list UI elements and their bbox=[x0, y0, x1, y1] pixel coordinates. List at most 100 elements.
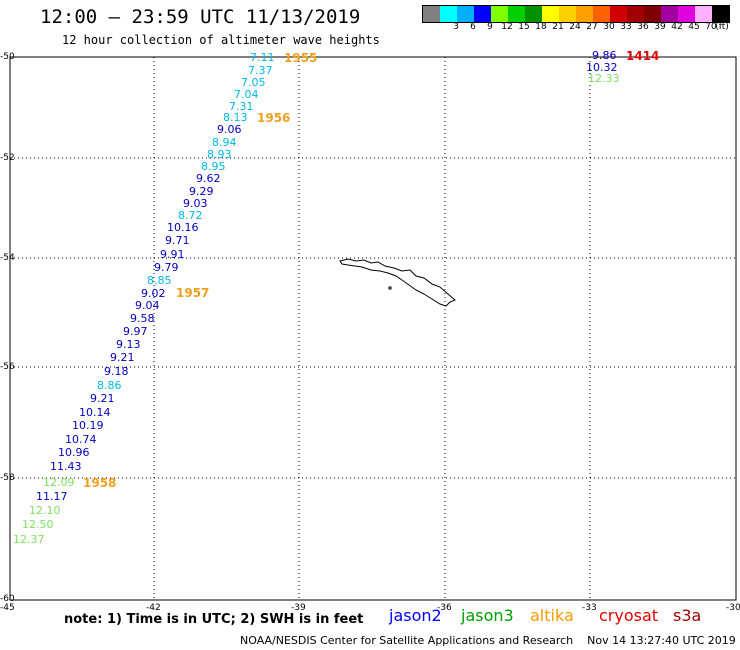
observation-value: 8.95 bbox=[201, 160, 226, 173]
observation-value: 8.85 bbox=[147, 274, 172, 287]
observation-value: 10.74 bbox=[65, 433, 97, 446]
legend-label: 3 bbox=[453, 22, 459, 32]
legend-label: 12 bbox=[501, 22, 513, 32]
legend-label: 39 bbox=[654, 22, 666, 32]
legend-label: 42 bbox=[671, 22, 683, 32]
pass-time-label: 1956 bbox=[257, 111, 291, 125]
observation-value: 9.18 bbox=[104, 365, 129, 378]
satellite-label: altika bbox=[530, 606, 574, 625]
legend-swatch bbox=[576, 6, 593, 22]
legend-swatch bbox=[525, 6, 542, 22]
satellite-label: s3a bbox=[673, 606, 702, 625]
observation-value: 10.19 bbox=[72, 419, 104, 432]
legend-swatch bbox=[491, 6, 508, 22]
map-frame bbox=[9, 56, 737, 601]
legend-swatch bbox=[678, 6, 695, 22]
pass-time-label: 1958 bbox=[83, 476, 117, 490]
legend-swatch bbox=[474, 6, 491, 22]
legend-swatch bbox=[627, 6, 644, 22]
observation-value: 9.21 bbox=[110, 351, 135, 364]
legend-swatch bbox=[559, 6, 576, 22]
observation-value: 9.29 bbox=[189, 185, 214, 198]
latitude-label: -52 bbox=[0, 153, 15, 163]
latitude-label: -60 bbox=[0, 594, 15, 604]
legend-swatch bbox=[542, 6, 559, 22]
satellite-label: jason2 bbox=[389, 606, 442, 625]
legend-swatch bbox=[508, 6, 525, 22]
legend-label: 70 bbox=[705, 22, 717, 32]
observation-value: 12.37 bbox=[13, 533, 45, 546]
observation-value: 8.93 bbox=[207, 148, 232, 161]
observation-value: 12.10 bbox=[29, 504, 61, 517]
satellite-label: jason3 bbox=[461, 606, 514, 625]
legend-label: 36 bbox=[637, 22, 649, 32]
legend-swatch bbox=[661, 6, 678, 22]
longitude-label: -45 bbox=[0, 603, 15, 613]
credit-text: NOAA/NESDIS Center for Satellite Applica… bbox=[240, 634, 574, 647]
legend-swatch bbox=[457, 6, 474, 22]
observation-value: 10.96 bbox=[58, 446, 90, 459]
observation-value: 12.09 bbox=[43, 476, 75, 489]
legend-swatch bbox=[610, 6, 627, 22]
observation-value: 7.37 bbox=[248, 64, 273, 77]
observation-value: 9.13 bbox=[116, 338, 141, 351]
observation-value: 12.50 bbox=[22, 518, 54, 531]
map-subtitle: 12 hour collection of altimeter wave hei… bbox=[62, 33, 380, 47]
observation-value: 10.14 bbox=[79, 406, 111, 419]
footnote: note: 1) Time is in UTC; 2) SWH is in fe… bbox=[64, 612, 364, 627]
observation-value: 9.04 bbox=[135, 299, 160, 312]
legend-label: 30 bbox=[603, 22, 615, 32]
legend-label: 6 bbox=[470, 22, 476, 32]
latitude-label: -54 bbox=[0, 253, 15, 263]
observation-value: 9.86 bbox=[592, 49, 617, 62]
legend-swatch bbox=[695, 6, 712, 22]
longitude-label: -30 bbox=[726, 603, 740, 613]
credit-line: NOAA/NESDIS Center for Satellite Applica… bbox=[240, 634, 736, 647]
observation-value: 9.91 bbox=[160, 248, 185, 261]
observation-value: 10.16 bbox=[167, 221, 199, 234]
latitude-label: -56 bbox=[0, 362, 15, 372]
observation-value: 9.03 bbox=[183, 197, 208, 210]
observation-value: 9.71 bbox=[165, 234, 190, 247]
timestamp: Nov 14 13:27:40 UTC 2019 bbox=[587, 634, 736, 647]
longitude-label: -33 bbox=[582, 603, 597, 613]
observation-value: 8.72 bbox=[178, 209, 203, 222]
legend-label: 21 bbox=[552, 22, 564, 32]
legend-unit: (ft) bbox=[715, 22, 729, 32]
observation-value: 7.05 bbox=[241, 76, 266, 89]
legend-swatch bbox=[423, 6, 440, 22]
legend-label: 9 bbox=[487, 22, 493, 32]
latitude-label: -58 bbox=[0, 473, 15, 483]
longitude-label: -39 bbox=[291, 603, 306, 613]
observation-value: 9.79 bbox=[154, 261, 179, 274]
observation-value: 8.13 bbox=[223, 111, 248, 124]
satellite-label: cryosat bbox=[599, 606, 659, 625]
observation-value: 7.31 bbox=[229, 100, 254, 113]
observation-value: 11.17 bbox=[36, 490, 68, 503]
observation-value: 9.02 bbox=[141, 287, 166, 300]
legend-swatch bbox=[712, 6, 729, 22]
legend-label: 24 bbox=[569, 22, 581, 32]
legend-swatch bbox=[440, 6, 457, 22]
observation-value: 9.97 bbox=[123, 325, 148, 338]
longitude-label: -36 bbox=[437, 603, 452, 613]
graticule bbox=[10, 57, 736, 600]
pass-time-label: 1955 bbox=[284, 51, 318, 65]
longitude-label: -42 bbox=[146, 603, 161, 613]
observation-value: 12.33 bbox=[588, 72, 620, 85]
south-georgia-island bbox=[339, 258, 456, 307]
pass-time-label: 1957 bbox=[176, 286, 210, 300]
south-georgia-coastline bbox=[339, 258, 456, 307]
legend-label: 45 bbox=[688, 22, 700, 32]
legend-swatch bbox=[644, 6, 661, 22]
observation-value: 7.04 bbox=[234, 88, 259, 101]
observation-value: 11.43 bbox=[50, 460, 82, 473]
legend-label: 33 bbox=[620, 22, 632, 32]
latitude-label: -50 bbox=[0, 52, 15, 62]
observation-value: 10.32 bbox=[586, 61, 618, 74]
pass-time-label: 1414 bbox=[626, 49, 660, 63]
island-islet bbox=[388, 286, 392, 290]
legend-label: 15 bbox=[518, 22, 530, 32]
observation-value: 7.11 bbox=[250, 51, 275, 64]
